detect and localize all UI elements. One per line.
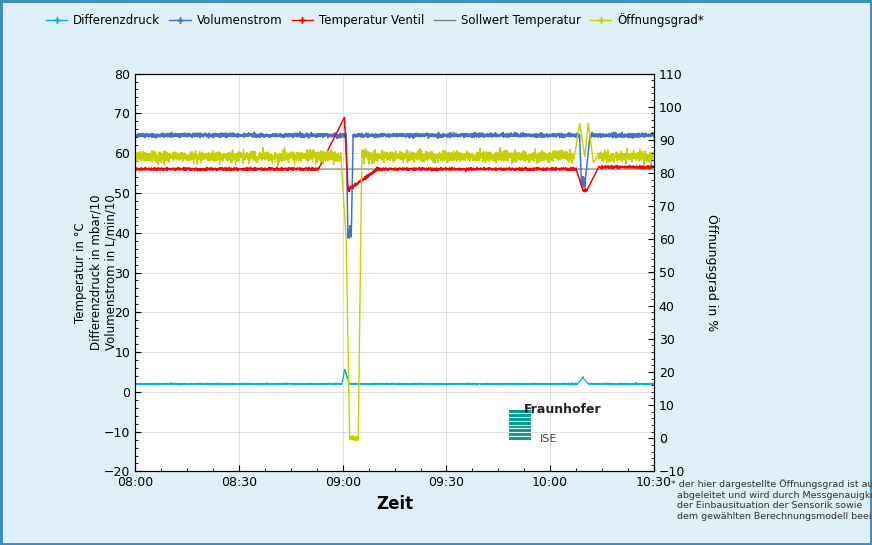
Legend: Differenzdruck, Volumenstrom, Temperatur Ventil, Sollwert Temperatur, Öffnungsgr: Differenzdruck, Volumenstrom, Temperatur… (41, 9, 709, 32)
X-axis label: Zeit: Zeit (376, 495, 413, 513)
Text: ISE: ISE (540, 434, 557, 444)
Text: Fraunhofer: Fraunhofer (524, 403, 602, 416)
Text: * der hier dargestellte Öffnungsgrad ist aus Messdaten
  abgeleitet und wird dur: * der hier dargestellte Öffnungsgrad ist… (671, 480, 872, 520)
Y-axis label: Öffnungsgrad in %: Öffnungsgrad in % (705, 214, 719, 331)
Y-axis label: Temperatur in °C
Differenzdruck in mbar/10
Volumenstrom in L/min/10: Temperatur in °C Differenzdruck in mbar/… (74, 195, 117, 350)
